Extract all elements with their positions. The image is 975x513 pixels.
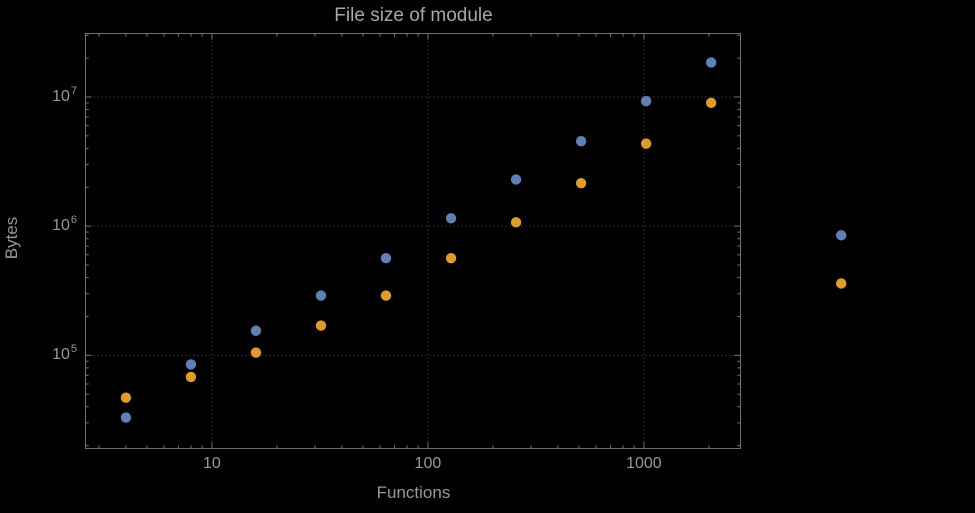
y-tick-label: 105: [52, 343, 77, 364]
x-tick-label: 100: [414, 455, 442, 472]
y-tick-label: 106: [52, 213, 77, 235]
data-point-blue: [705, 57, 717, 68]
x-axis-label: Functions: [376, 483, 451, 502]
data-point-blue: [250, 325, 262, 336]
y-tick-label: 107: [52, 84, 77, 106]
data-point-orange: [120, 392, 132, 403]
x-tick-label: 10: [202, 455, 221, 472]
data-point-orange: [836, 278, 847, 289]
data-point-orange: [575, 178, 587, 189]
data-point-orange: [510, 217, 522, 228]
data-point-orange: [315, 320, 327, 331]
x-tick-label: 1000: [626, 455, 662, 472]
data-point-orange: [185, 371, 197, 383]
data-point-blue: [445, 213, 457, 224]
data-point-blue: [836, 230, 847, 241]
data-point-orange: [445, 252, 457, 264]
data-point-blue: [510, 174, 522, 185]
data-point-blue: [640, 95, 652, 107]
data-point-orange: [705, 97, 717, 109]
data-point-blue: [380, 252, 392, 264]
plot-frame: [85, 33, 741, 449]
data-point-blue: [120, 412, 132, 423]
data-point-orange: [640, 138, 652, 149]
data-point-blue: [185, 359, 197, 370]
chart-title: File size of module: [334, 5, 493, 26]
data-point-orange: [250, 347, 262, 358]
data-point-blue: [315, 290, 327, 301]
data-point-orange: [380, 290, 392, 301]
data-point-blue: [575, 135, 587, 147]
